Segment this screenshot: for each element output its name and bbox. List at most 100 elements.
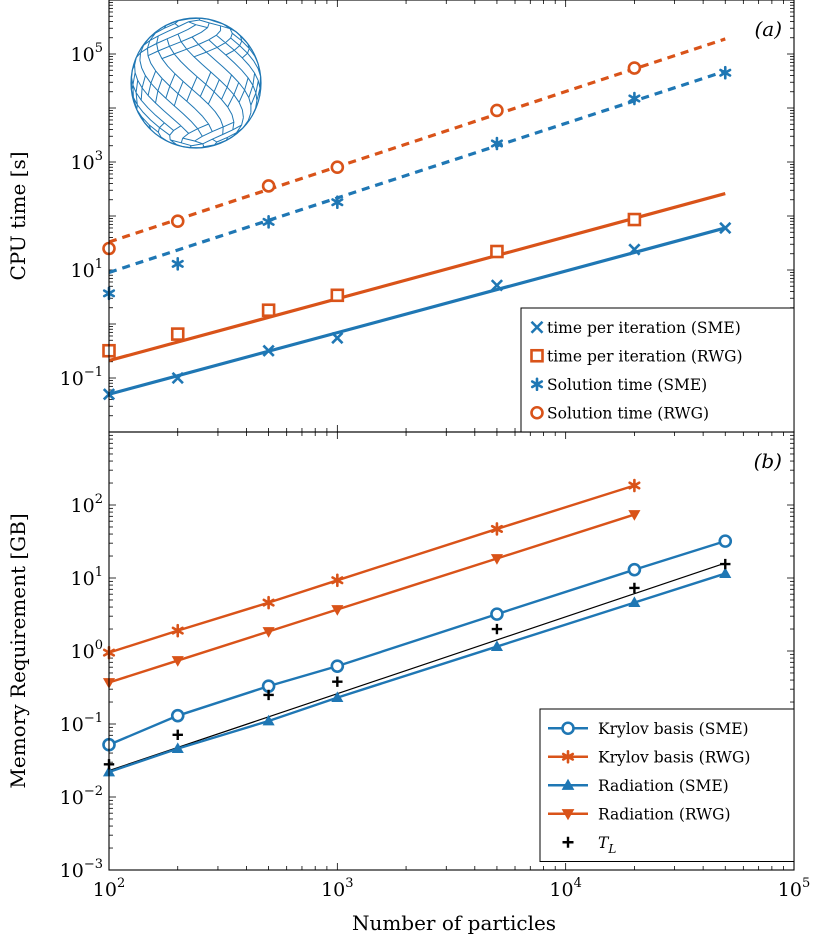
data-point bbox=[628, 596, 641, 608]
data-point bbox=[627, 212, 642, 227]
legend-marker bbox=[562, 836, 574, 848]
legend-item: Radiation (SME) bbox=[548, 777, 729, 795]
data-point bbox=[332, 676, 343, 687]
legend-label: Solution time (SME) bbox=[547, 376, 707, 394]
legend: time per iteration (SME) time per iterati… bbox=[520, 307, 795, 433]
data-point bbox=[171, 371, 184, 385]
data-point bbox=[171, 623, 184, 638]
data-point bbox=[490, 522, 503, 536]
legend-marker bbox=[530, 405, 544, 420]
data-point bbox=[628, 478, 641, 493]
y-tick-label: 100 bbox=[71, 638, 103, 663]
legend-marker bbox=[530, 320, 544, 334]
data-point bbox=[261, 303, 276, 318]
data-point bbox=[261, 179, 276, 193]
data-point bbox=[490, 640, 503, 651]
legend-marker bbox=[561, 778, 575, 790]
x-axis-label: Number of particles bbox=[352, 911, 556, 935]
data-point bbox=[490, 607, 504, 621]
y-tick-label: 101 bbox=[71, 257, 103, 282]
data-point bbox=[331, 691, 344, 702]
data-point bbox=[171, 656, 184, 667]
legend-label: Krylov basis (SME) bbox=[598, 720, 749, 738]
data-point bbox=[331, 605, 344, 616]
legend-item: Krylov basis (RWG) bbox=[548, 748, 750, 766]
y-tick-label: 105 bbox=[71, 41, 103, 66]
data-point bbox=[262, 215, 275, 229]
data-point bbox=[330, 160, 345, 175]
data-point bbox=[720, 558, 731, 570]
legend-label: TL bbox=[598, 834, 616, 856]
series bbox=[102, 510, 641, 689]
series-line bbox=[108, 513, 635, 684]
legend-item: time per iteration (RWG) bbox=[530, 347, 743, 365]
y-tick-label: 102 bbox=[71, 492, 103, 517]
fit-line bbox=[108, 226, 726, 396]
data-point bbox=[262, 627, 275, 638]
legend-label: Solution time (RWG) bbox=[547, 404, 709, 422]
data-point bbox=[331, 195, 344, 210]
legend-item: time per iteration (SME) bbox=[530, 319, 741, 337]
data-point bbox=[172, 729, 183, 741]
series bbox=[102, 61, 642, 256]
fit-line bbox=[108, 37, 726, 244]
legend-label: time per iteration (RWG) bbox=[547, 347, 743, 365]
legend-box bbox=[520, 307, 795, 433]
data-point bbox=[490, 244, 504, 259]
legend-item: Solution time (RWG) bbox=[530, 404, 709, 422]
data-point bbox=[628, 91, 641, 106]
legend-item: Krylov basis (SME) bbox=[548, 720, 749, 738]
data-point bbox=[170, 708, 185, 723]
y-tick-label: 10−2 bbox=[60, 784, 103, 809]
series bbox=[102, 534, 733, 752]
data-point bbox=[263, 689, 274, 701]
series bbox=[102, 567, 732, 777]
data-point bbox=[628, 510, 641, 521]
data-point bbox=[330, 659, 345, 673]
panel-label: (b) bbox=[754, 449, 782, 473]
data-point bbox=[331, 331, 344, 345]
data-point bbox=[262, 595, 275, 610]
y-axis-label: Memory Requirement [GB] bbox=[6, 513, 30, 788]
legend-label: time per iteration (SME) bbox=[547, 319, 741, 337]
data-point bbox=[719, 221, 732, 235]
fit-line bbox=[108, 192, 726, 363]
data-point bbox=[627, 61, 642, 75]
y-tick-label: 10−3 bbox=[60, 857, 103, 882]
data-point bbox=[491, 623, 503, 635]
panel-a-cpu-time: 105 103 101 10−1 (a) CPU time [s] time per ite… bbox=[6, 0, 795, 433]
legend-item: Solution time (SME) bbox=[530, 376, 707, 394]
legend-marker bbox=[561, 749, 575, 764]
x-tick-label: 104 bbox=[549, 876, 581, 901]
data-point bbox=[262, 714, 275, 726]
data-point bbox=[627, 562, 642, 577]
legend-label: Radiation (SME) bbox=[598, 777, 729, 795]
x-tick-label: 103 bbox=[321, 876, 353, 901]
data-point bbox=[719, 65, 732, 80]
data-point bbox=[170, 327, 185, 341]
legend-marker bbox=[530, 348, 544, 363]
data-point bbox=[170, 214, 185, 229]
data-point bbox=[262, 344, 275, 357]
plot-frame bbox=[108, 431, 795, 871]
y-axis-label: CPU time [s] bbox=[6, 151, 30, 280]
fit-line bbox=[108, 562, 726, 772]
panel-label: (a) bbox=[754, 17, 782, 41]
data-point bbox=[171, 257, 184, 271]
data-point bbox=[490, 103, 504, 118]
legend-marker bbox=[530, 377, 544, 392]
legend-item: TL bbox=[562, 834, 616, 856]
data-point bbox=[171, 742, 184, 754]
x-tick-label: 102 bbox=[93, 876, 125, 901]
sphere-mesh bbox=[130, 17, 261, 149]
legend-item: Radiation (RWG) bbox=[548, 805, 731, 823]
geodesic-sphere-icon bbox=[130, 17, 262, 149]
legend-label: Radiation (RWG) bbox=[598, 805, 731, 823]
series-line bbox=[108, 484, 635, 654]
data-point bbox=[330, 288, 345, 303]
data-point bbox=[490, 279, 504, 292]
y-tick-label: 10−1 bbox=[60, 711, 103, 736]
legend-marker bbox=[561, 721, 575, 736]
series bbox=[102, 478, 641, 660]
